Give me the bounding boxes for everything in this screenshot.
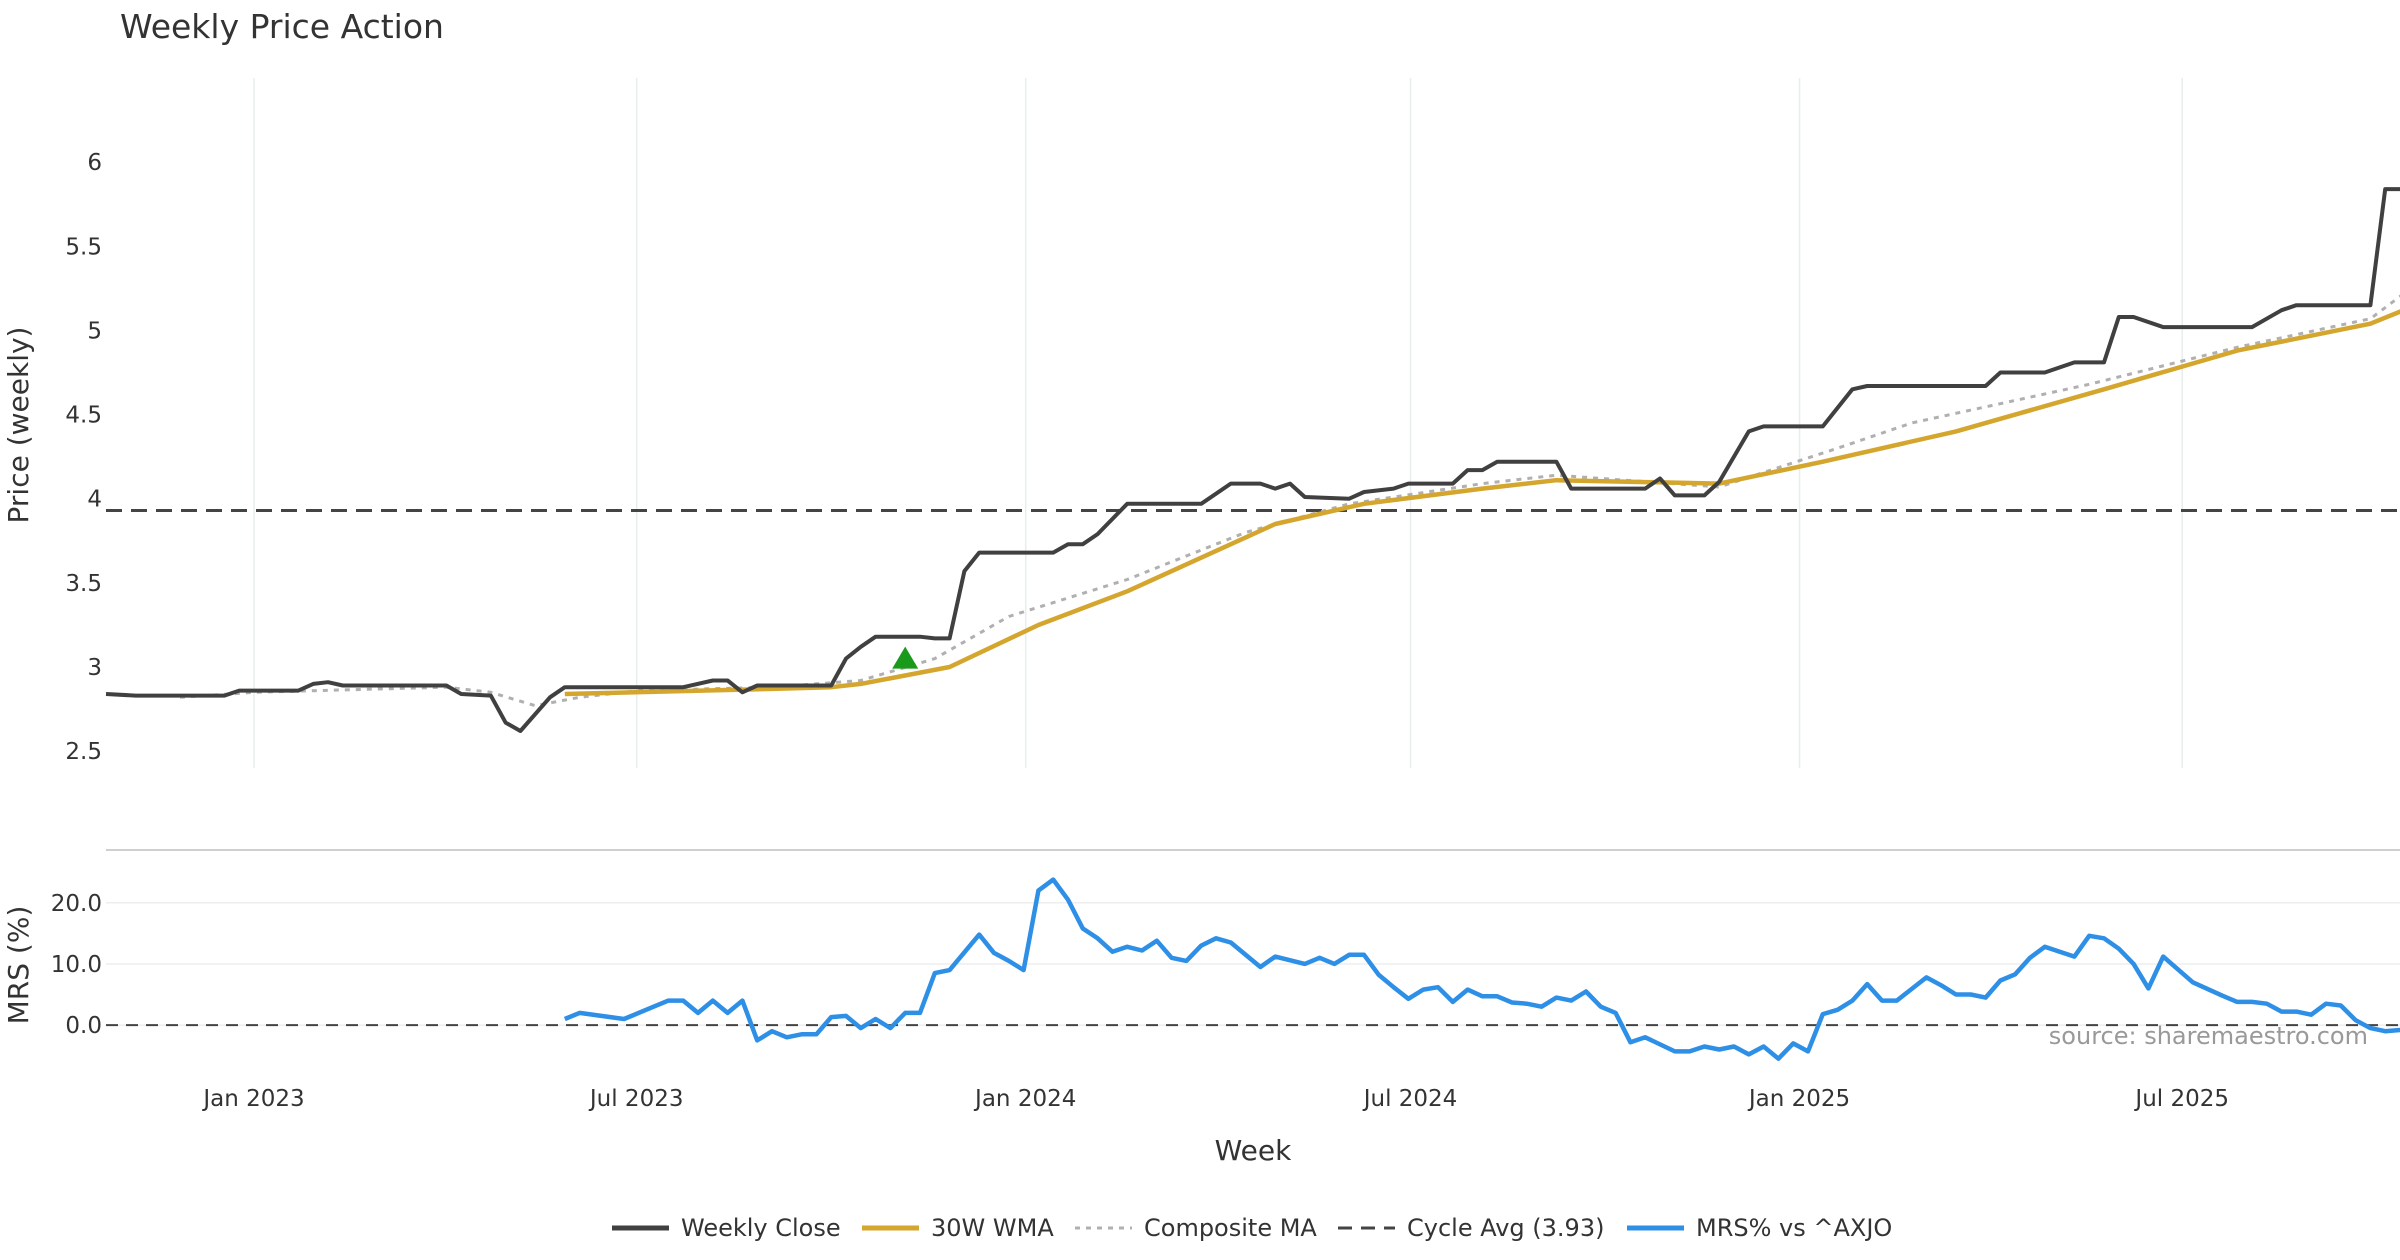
price-y-tick-label: 3.5: [65, 571, 102, 597]
x-tick-label: Jan 2025: [1747, 1086, 1850, 1112]
legend-label: Cycle Avg (3.93): [1407, 1214, 1604, 1242]
mrs-y-axis-ticks: 0.0 10.0 20.0: [51, 891, 102, 1039]
price-y-tick-label: 5.5: [65, 234, 102, 260]
legend-label: 30W WMA: [931, 1214, 1054, 1242]
x-tick-label: Jul 2025: [2133, 1086, 2229, 1112]
legend-label: Weekly Close: [681, 1214, 841, 1242]
x-tick-label: Jul 2023: [588, 1086, 684, 1112]
legend-label: Composite MA: [1144, 1214, 1317, 1242]
x-axis-ticks: Jan 2023 Jul 2023 Jan 2024 Jul 2024 Jan 2025…: [201, 1086, 2229, 1112]
weekly-close-line: [105, 187, 2400, 733]
price-y-tick-label: 3: [87, 655, 102, 681]
x-axis-label: Week: [1215, 1134, 1292, 1167]
composite-ma-line: [179, 294, 2400, 708]
mrs-panel-grid: [106, 902, 2400, 1026]
legend-item: Weekly Close: [612, 1214, 841, 1242]
x-tick-label: Jan 2024: [973, 1086, 1076, 1112]
mrs-y-tick-label: 10.0: [51, 952, 102, 978]
price-y-tick-label: 4.5: [65, 403, 102, 429]
x-tick-label: Jan 2023: [201, 1086, 304, 1112]
legend-item: MRS% vs ^AXJO: [1627, 1214, 1892, 1242]
mrs-line: [563, 877, 2400, 1061]
series-lines: [105, 187, 2400, 1061]
price-y-axis-ticks: 2.5 3 3.5 4 4.5 5 5.5 6: [65, 150, 102, 765]
mrs-y-tick-label: 20.0: [51, 891, 102, 917]
source-attribution: source: sharemaestro.com: [2049, 1022, 2368, 1050]
legend-label: MRS% vs ^AXJO: [1696, 1214, 1892, 1242]
legend-item: Composite MA: [1075, 1214, 1317, 1242]
wma-30w-line: [564, 309, 2400, 697]
legend-item: 30W WMA: [862, 1214, 1054, 1242]
chart-legend: Weekly Close 30W WMA Composite MA Cycle Avg…: [612, 1214, 1892, 1242]
price-y-tick-label: 5: [87, 318, 102, 344]
price-panel-grid: [253, 78, 2183, 768]
legend-item: Cycle Avg (3.93): [1338, 1214, 1604, 1242]
mrs-y-tick-label: 0.0: [65, 1013, 102, 1039]
mrs-y-axis-label: MRS (%): [2, 906, 35, 1025]
signal-markers: [892, 646, 919, 669]
x-tick-label: Jul 2024: [1362, 1086, 1458, 1112]
price-y-axis-label: Price (weekly): [2, 327, 35, 524]
chart-title: Weekly Price Action: [120, 7, 444, 46]
price-y-tick-label: 4: [87, 487, 102, 513]
price-y-tick-label: 6: [87, 150, 102, 176]
buy-signal-marker: [892, 646, 919, 669]
reference-lines: [106, 509, 2400, 1027]
price-y-tick-label: 2.5: [65, 739, 102, 765]
